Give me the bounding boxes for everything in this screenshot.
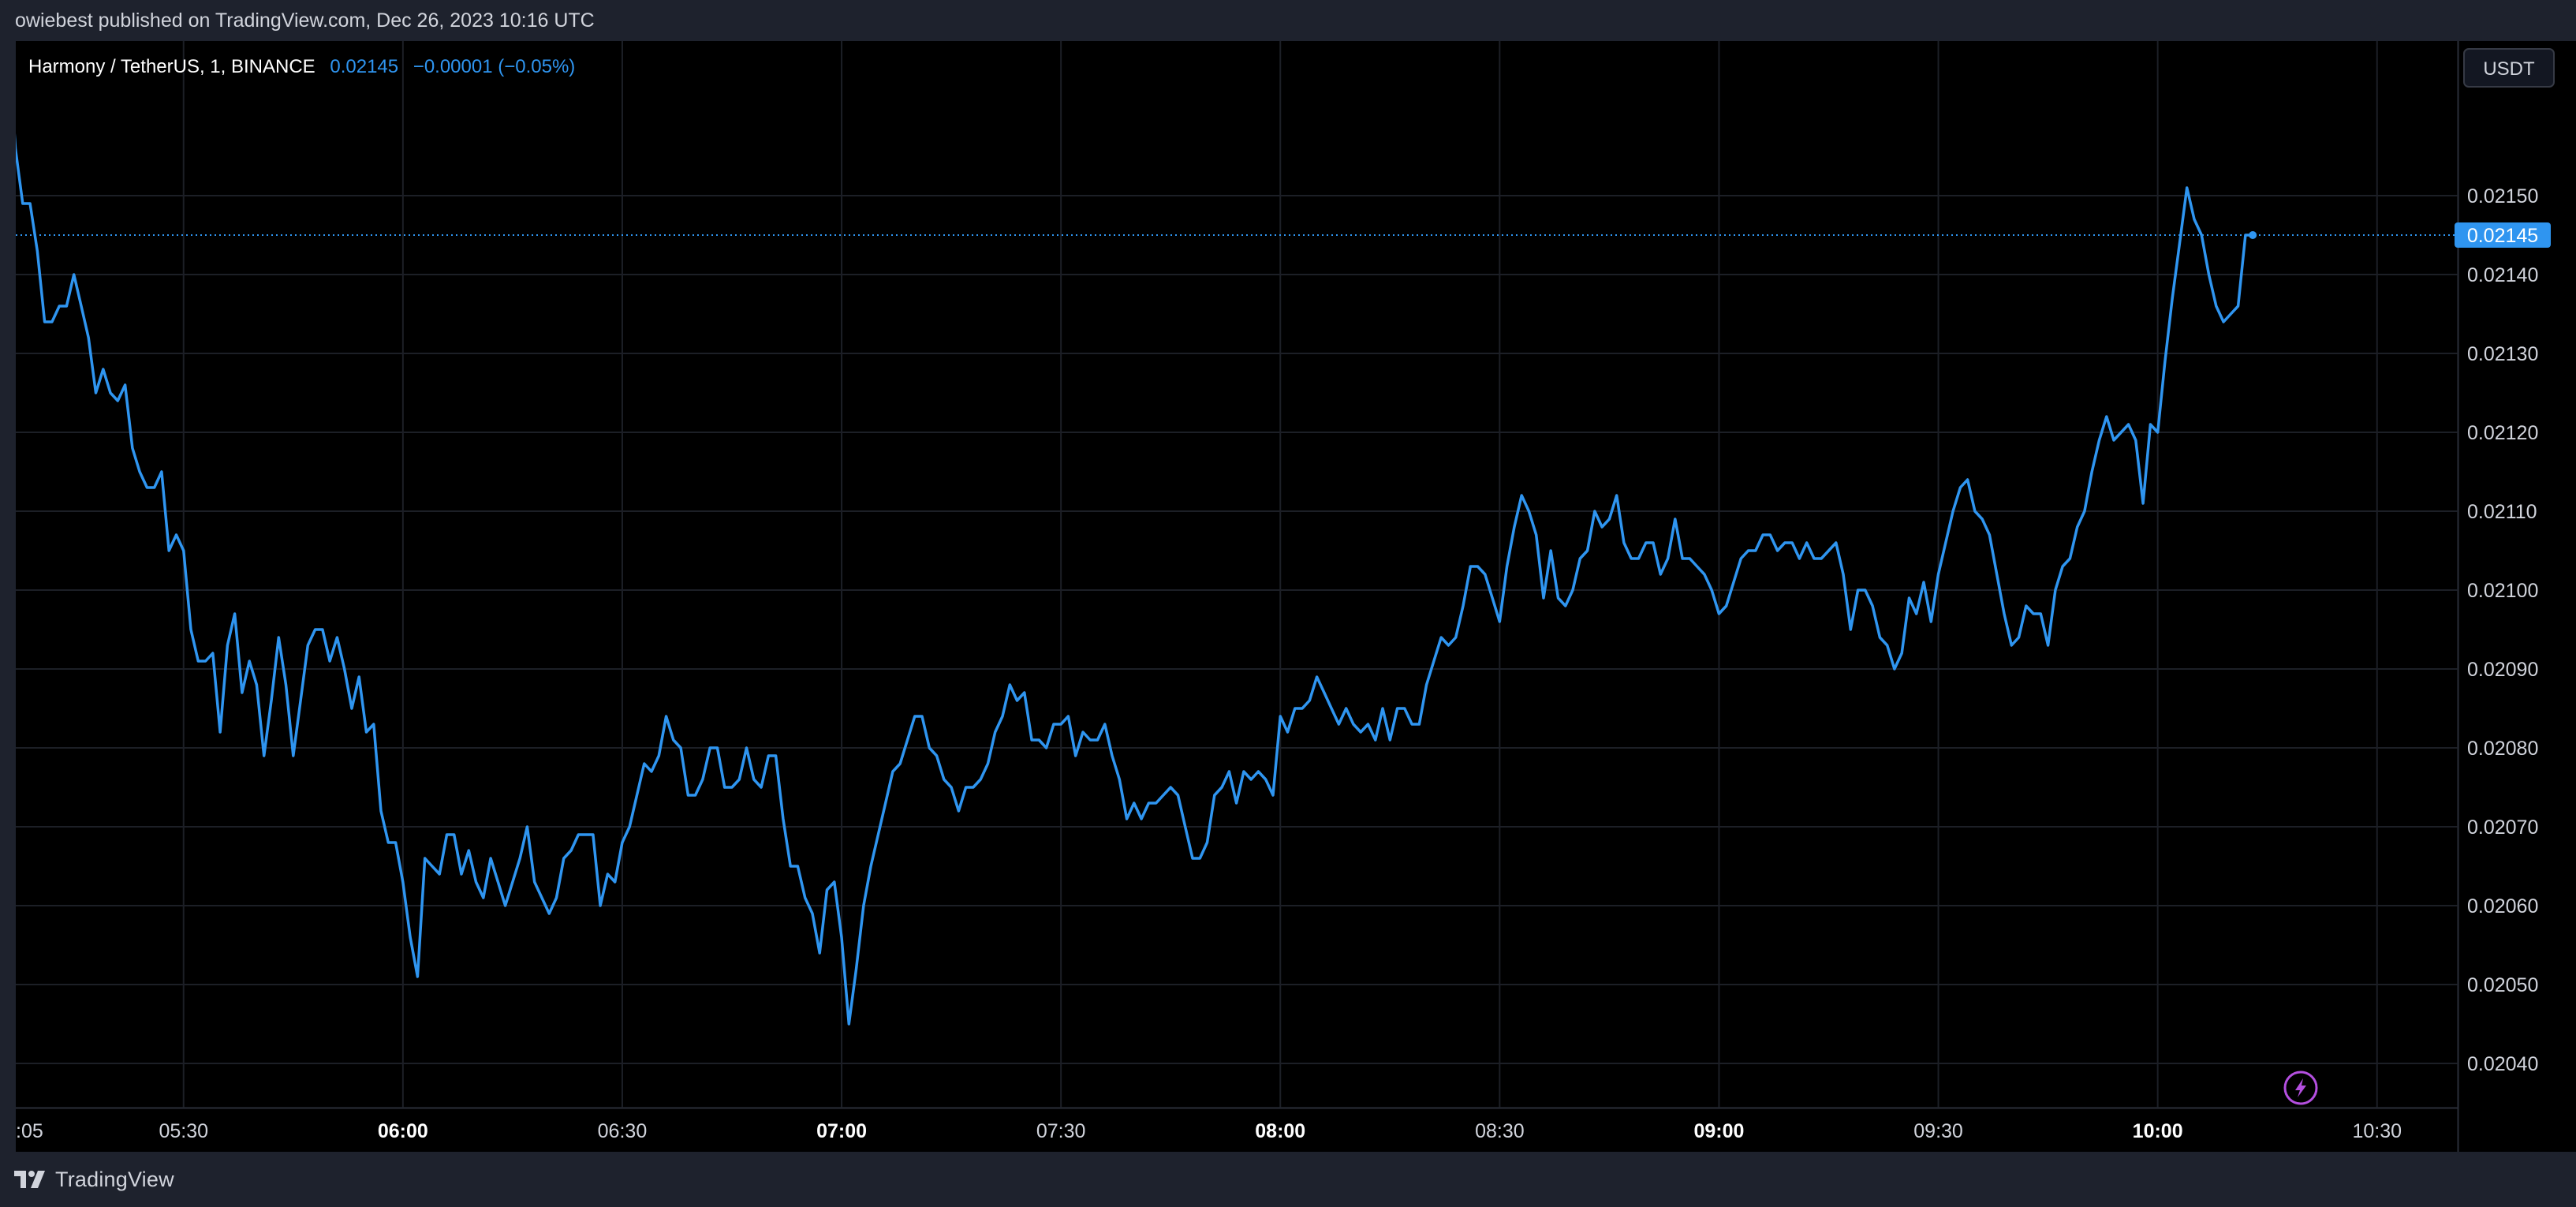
publish-info: owiebest published on TradingView.com, D… xyxy=(15,9,595,32)
price-tick-label: 0.02080 xyxy=(2467,738,2538,760)
time-tick-label: 07:00 xyxy=(816,1120,867,1142)
tradingview-brand[interactable]: TradingView xyxy=(14,1168,174,1192)
time-tick-label: 09:00 xyxy=(1693,1120,1744,1142)
time-axis[interactable]: :05 05:30 06:00 06:30 07:00 07:30 08:00 08:30 09… xyxy=(16,1120,2402,1142)
last-price-label: 0.02145 xyxy=(2455,222,2551,248)
price-tick-label: 0.02150 xyxy=(2467,185,2538,207)
price-tick-label: 0.02120 xyxy=(2467,422,2538,444)
tradingview-logo-icon xyxy=(14,1171,45,1188)
legend-change: −0.00001 (−0.05%) xyxy=(413,56,576,77)
time-tick-label: 08:30 xyxy=(1475,1120,1525,1142)
price-tick-label: 0.02050 xyxy=(2467,974,2538,996)
price-tick-label: 0.02100 xyxy=(2467,580,2538,602)
currency-button[interactable]: USDT xyxy=(2463,48,2555,88)
time-axis-background xyxy=(16,1108,2458,1152)
time-tick-label: 06:30 xyxy=(598,1120,648,1142)
price-tick-label: 0.02070 xyxy=(2467,816,2538,839)
chart-area[interactable]: 0.02040 0.02050 0.02060 0.02070 0.02080 0.020… xyxy=(0,37,2576,1152)
footer-bar: TradingView xyxy=(0,1152,2576,1207)
price-tick-label: 0.02130 xyxy=(2467,343,2538,365)
top-bar: owiebest published on TradingView.com, D… xyxy=(0,0,2576,41)
price-tick-label: 0.02090 xyxy=(2467,659,2538,681)
svg-text:0.02145: 0.02145 xyxy=(2467,225,2538,247)
brand-name: TradingView xyxy=(55,1167,174,1191)
time-tick-label: 07:30 xyxy=(1036,1120,1086,1142)
currency-label[interactable]: USDT xyxy=(2483,58,2535,80)
price-tick-label: 0.02110 xyxy=(2467,501,2537,523)
time-tick-label: 05:30 xyxy=(159,1120,208,1142)
time-tick-label: 06:00 xyxy=(378,1120,428,1142)
price-tick-label: 0.02060 xyxy=(2467,895,2538,917)
svg-text:Harmony / TetherUS, 1, BINANCE: Harmony / TetherUS, 1, BINANCE 0.02145 −… xyxy=(28,56,575,77)
legend-symbol: Harmony / TetherUS, 1, BINANCE xyxy=(28,56,315,77)
last-price-dot xyxy=(2249,231,2257,239)
legend: Harmony / TetherUS, 1, BINANCE 0.02145 −… xyxy=(28,56,575,77)
lightning-icon[interactable] xyxy=(2283,1071,2318,1105)
time-tick-label: 08:00 xyxy=(1255,1120,1305,1142)
plot-background xyxy=(16,41,2458,1108)
price-axis[interactable]: 0.02040 0.02050 0.02060 0.02070 0.02080 0.020… xyxy=(2467,185,2538,1075)
time-tick-label: 09:30 xyxy=(1913,1120,1963,1142)
time-tick-label: 10:00 xyxy=(2133,1120,2183,1142)
price-tick-label: 0.02040 xyxy=(2467,1053,2538,1075)
price-line[interactable] xyxy=(6,37,2253,1026)
legend-price: 0.02145 xyxy=(330,56,398,77)
price-chart[interactable]: 0.02040 0.02050 0.02060 0.02070 0.02080 0.020… xyxy=(0,37,2576,1152)
time-tick-label: 10:30 xyxy=(2352,1120,2402,1142)
price-tick-label: 0.02140 xyxy=(2467,264,2538,286)
time-tick-label: :05 xyxy=(16,1120,43,1142)
